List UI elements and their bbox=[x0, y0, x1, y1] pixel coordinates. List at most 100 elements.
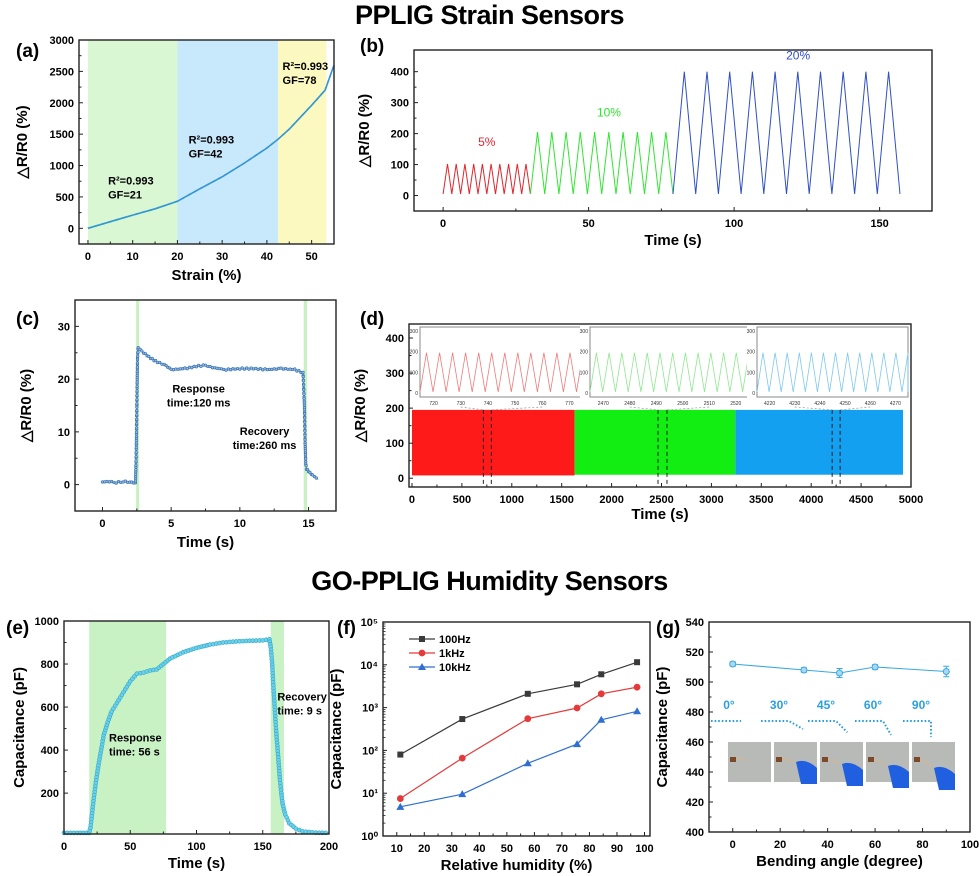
x-tick-label: 30 bbox=[216, 251, 228, 263]
data-point bbox=[135, 413, 139, 417]
y-tick-label: 2000 bbox=[50, 98, 74, 110]
inset-y-tick-label: 300 bbox=[410, 329, 419, 335]
inset-x-tick-label: 740 bbox=[484, 401, 493, 407]
annotation-line1: Recovery bbox=[277, 692, 327, 704]
r-squared-annotation: R²=0.993 bbox=[108, 175, 154, 187]
x-axis-label: Bending angle (degree) bbox=[756, 853, 923, 870]
inset-signal bbox=[419, 352, 584, 392]
inset-signal bbox=[756, 352, 909, 392]
y-tick-label: 600 bbox=[41, 702, 59, 714]
data-point bbox=[301, 374, 305, 379]
data-point bbox=[150, 356, 154, 361]
data-point bbox=[140, 349, 144, 353]
legend-marker bbox=[418, 649, 426, 657]
inset-x-tick-label: 750 bbox=[511, 401, 520, 407]
x-tick-label: 100 bbox=[187, 841, 205, 853]
r-squared-annotation: R²=0.993 bbox=[189, 135, 235, 147]
plot-frame bbox=[413, 49, 933, 212]
marker-1kHz bbox=[458, 754, 466, 762]
data-point bbox=[134, 426, 139, 430]
y-axis-label: △R/R0 (%) bbox=[18, 369, 35, 443]
x-tick-label: 1500 bbox=[549, 494, 573, 506]
y-axis-label: Capacitance (pF) bbox=[654, 667, 671, 788]
y-tick-label: 500 bbox=[56, 192, 74, 204]
y-tick-label: 300 bbox=[391, 98, 409, 110]
x-tick-label: 40 bbox=[261, 251, 273, 263]
panel-label: (e) bbox=[6, 618, 29, 639]
plot-frame bbox=[408, 323, 912, 488]
data-point bbox=[303, 429, 307, 433]
data-point bbox=[134, 459, 138, 463]
data-point bbox=[134, 450, 138, 454]
y-tick-label: 10⁰ bbox=[361, 831, 378, 843]
data-point bbox=[134, 422, 139, 426]
bend-angle-glyph bbox=[855, 720, 892, 736]
x-tick-label: 0 bbox=[85, 251, 91, 263]
x-tick-label: 60 bbox=[528, 843, 540, 855]
legend-label: 100Hz bbox=[439, 634, 471, 646]
y-axis-label: Capacitance (pF) bbox=[328, 669, 345, 790]
x-tick-label: 0 bbox=[440, 218, 446, 230]
data-point bbox=[190, 366, 194, 370]
marker-10kHz bbox=[573, 740, 582, 748]
inset-x-tick-label: 2490 bbox=[651, 401, 662, 407]
x-tick-label: 10 bbox=[234, 518, 246, 530]
y-tick-label: 0 bbox=[64, 480, 70, 492]
gauge-factor-annotation: GF=78 bbox=[283, 75, 317, 87]
x-tick-label: 90 bbox=[611, 843, 623, 855]
glove-finger bbox=[934, 766, 955, 790]
x-tick-label: 20 bbox=[774, 839, 786, 851]
x-tick-label: 15 bbox=[302, 518, 314, 530]
data-point bbox=[302, 412, 307, 416]
annotation-line1: Response bbox=[109, 732, 162, 744]
marker-100Hz bbox=[598, 671, 605, 678]
data-point bbox=[302, 392, 306, 396]
panel-label: (d) bbox=[360, 309, 384, 330]
inset-y-tick-label: 0 bbox=[415, 391, 418, 397]
sensor-clip bbox=[776, 757, 782, 762]
data-point bbox=[158, 360, 162, 365]
panel-label: (g) bbox=[656, 618, 680, 639]
y-tick-label: 100 bbox=[386, 438, 404, 450]
inset-x-tick-label: 760 bbox=[538, 401, 547, 407]
cycling-band bbox=[735, 409, 904, 475]
data-line bbox=[87, 64, 335, 230]
data-point bbox=[871, 663, 879, 671]
shaded-region bbox=[177, 40, 279, 244]
inset-x-tick-label: 4240 bbox=[814, 401, 825, 407]
inset-y-tick-label: 100 bbox=[747, 370, 756, 376]
sensor-clip bbox=[730, 757, 736, 762]
x-tick-label: 30 bbox=[446, 843, 458, 855]
x-tick-label: 1000 bbox=[500, 494, 524, 506]
inset-y-tick-label: 300 bbox=[580, 329, 589, 335]
x-tick-label: 80 bbox=[916, 839, 928, 851]
y-tick-label: 2500 bbox=[50, 66, 74, 78]
inset-x-tick-label: 2470 bbox=[598, 401, 609, 407]
data-point bbox=[135, 389, 139, 393]
y-axis-label: Capacitance (pF) bbox=[11, 667, 28, 788]
bend-angle-glyph bbox=[808, 720, 849, 734]
x-tick-label: 50 bbox=[124, 841, 136, 853]
panel-label: (f) bbox=[337, 618, 356, 639]
data-point bbox=[297, 369, 301, 373]
data-point bbox=[729, 660, 737, 668]
x-axis-label: Time (s) bbox=[177, 534, 234, 551]
x-tick-label: 0 bbox=[409, 494, 415, 506]
data-point bbox=[134, 454, 138, 459]
glove-finger bbox=[842, 762, 863, 786]
data-point bbox=[114, 481, 118, 485]
plot-frame bbox=[708, 621, 971, 833]
data-point bbox=[147, 354, 151, 359]
marker-1kHz bbox=[524, 715, 532, 723]
y-tick-label: 10⁵ bbox=[361, 617, 378, 629]
y-tick-label: 540 bbox=[686, 617, 704, 629]
marker-1kHz bbox=[573, 704, 581, 712]
data-point bbox=[301, 370, 305, 374]
inset-x-tick-label: 4260 bbox=[865, 401, 876, 407]
y-tick-label: 440 bbox=[686, 767, 704, 779]
x-tick-label: 3000 bbox=[699, 494, 723, 506]
strain-section-title: PPLIG Strain Sensors bbox=[354, 0, 625, 30]
data-point bbox=[136, 354, 140, 358]
y-tick-label: 20 bbox=[58, 374, 70, 386]
